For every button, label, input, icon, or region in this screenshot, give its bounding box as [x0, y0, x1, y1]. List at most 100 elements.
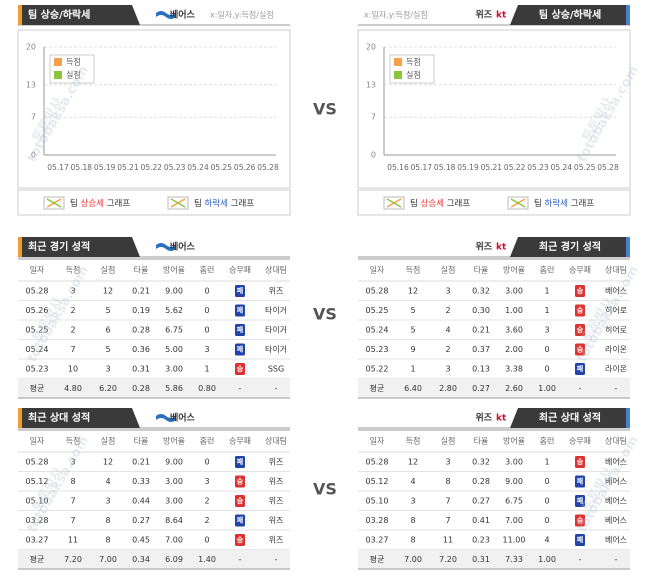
result-icon	[575, 324, 585, 336]
header-title: 최근 상대 성적	[28, 411, 90, 424]
table-cell: 05.22	[366, 365, 389, 374]
column-header: 상대팀	[265, 436, 287, 446]
result-icon	[575, 534, 585, 546]
table-cell: 평균	[30, 383, 45, 393]
column-header: 상대팀	[265, 265, 287, 275]
result-label: 승	[237, 477, 244, 486]
result-label: 패	[237, 516, 243, 525]
result-label: 승	[577, 457, 584, 466]
table-cell: SSG	[268, 365, 284, 374]
column-header: 일자	[370, 437, 385, 446]
trend-legend-label: 팀 하락세 그래프	[534, 198, 594, 209]
vs-label: VS	[313, 100, 337, 119]
table-cell: 7.33	[505, 555, 523, 564]
column-header: 방어율	[503, 436, 525, 446]
x-tick-label: 05.17	[411, 163, 433, 172]
result-label: 패	[237, 457, 243, 466]
trend-legend-part: 하락세	[545, 198, 568, 209]
table-cell: 05.23	[366, 345, 389, 354]
result-label: 승	[577, 345, 584, 354]
header-tab	[18, 5, 140, 25]
table-cell: 5.00	[165, 345, 183, 354]
table-cell: 8	[105, 536, 110, 545]
header-title: 팀 상승/하락세	[28, 8, 90, 21]
table-cell: 11	[68, 536, 78, 545]
table-cell: 0.32	[472, 458, 490, 467]
table-cell: 4	[410, 477, 415, 486]
table-cell: 0	[204, 306, 209, 315]
column-header: 방어율	[503, 265, 525, 275]
table-cell: 05.23	[26, 365, 49, 374]
trend-legend-part: 하락세	[205, 198, 228, 209]
header-accent	[18, 237, 22, 257]
table-cell: 0.31	[472, 555, 490, 564]
result-icon	[235, 456, 245, 468]
table-cell: 4.80	[64, 384, 82, 393]
result-icon	[575, 456, 585, 468]
result-icon	[235, 495, 245, 507]
average-row	[358, 549, 630, 569]
team-logo	[156, 414, 176, 422]
trend-legend-part: 팀	[70, 198, 81, 209]
table-cell: 0	[544, 345, 549, 354]
table-cell: 0	[204, 326, 209, 335]
table-cell: 베어스	[605, 515, 627, 525]
x-tick-label: 05.25	[574, 163, 596, 172]
column-header: 일자	[30, 266, 45, 275]
table-cell: -	[579, 555, 582, 564]
table-cell: 0	[544, 477, 549, 486]
table-cell: 3	[544, 326, 549, 335]
result-icon	[575, 304, 585, 317]
table-cell: 11	[443, 536, 453, 545]
table-cell: 9.00	[165, 287, 183, 296]
result-label: 승	[577, 325, 584, 334]
table-cell: 05.24	[366, 326, 389, 335]
x-tick-label: 05.28	[597, 163, 619, 172]
vs-label: VS	[313, 305, 337, 324]
table-cell: 3	[204, 477, 209, 486]
result-label: 패	[577, 364, 583, 373]
y-tick-label: 0	[371, 151, 376, 160]
table-cell: 05.24	[26, 345, 49, 354]
table-cell: -	[615, 384, 618, 393]
table-cell: 8	[410, 536, 415, 545]
table-cell: 1	[544, 458, 549, 467]
column-header: 상대팀	[605, 436, 627, 446]
table-cell: 5	[105, 345, 110, 354]
column-header: 방어율	[163, 265, 185, 275]
table-cell: 6.75	[505, 497, 523, 506]
column-header: 승무패	[569, 265, 591, 275]
column-header: 득점	[66, 436, 81, 446]
y-tick-label: 20	[26, 43, 36, 52]
table-cell: 라이온	[605, 364, 627, 374]
table-cell: 5	[410, 306, 415, 315]
table-cell: 11.00	[503, 536, 526, 545]
table-cell: 8	[445, 477, 450, 486]
table-cell: 05.12	[26, 477, 49, 486]
table-cell: 1.00	[505, 306, 523, 315]
table-cell: 0.23	[472, 536, 490, 545]
x-tick-label: 05.21	[481, 163, 503, 172]
team-logo: kt	[496, 243, 507, 253]
table-cell: 6.09	[165, 555, 183, 564]
column-header: 득점	[406, 265, 421, 275]
table-cell: 6	[105, 326, 110, 335]
table-cell: 0.80	[198, 384, 216, 393]
table-cell: 05.10	[26, 497, 49, 506]
table-cell: 1.40	[198, 555, 216, 564]
table-cell: 7.00	[505, 516, 523, 525]
table-cell: 위즈	[269, 536, 284, 545]
x-tick-label: 05.18	[434, 163, 456, 172]
table-cell: 1	[544, 287, 549, 296]
result-label: 승	[577, 516, 584, 525]
header-accent	[626, 5, 630, 25]
table-cell: 0	[204, 287, 209, 296]
table-cell: 3.00	[165, 477, 183, 486]
table-cell: 타이거	[265, 344, 287, 354]
header-accent	[18, 408, 22, 428]
table-cell: 0.13	[472, 365, 490, 374]
table-cell: 3	[410, 497, 415, 506]
table-cell: 1	[410, 365, 415, 374]
x-tick-label: 05.22	[141, 163, 163, 172]
column-header: 득점	[66, 265, 81, 275]
